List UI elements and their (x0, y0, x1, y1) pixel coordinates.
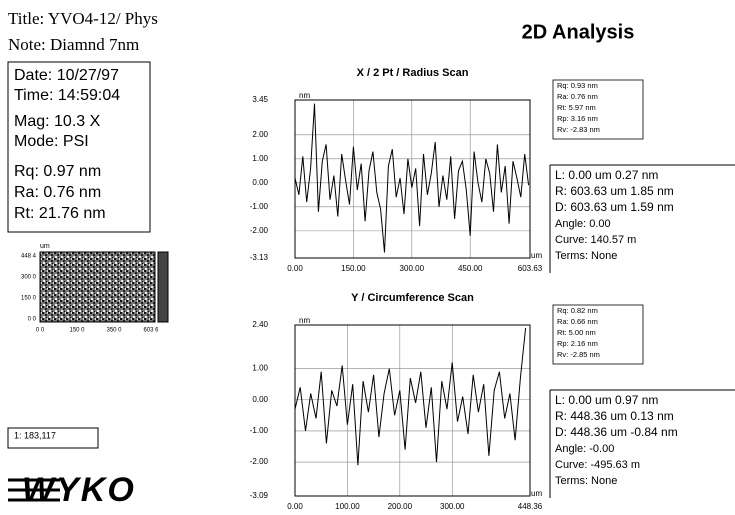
map-x-label: 0 0 (36, 328, 45, 334)
map-y-label: 448 4 (21, 254, 37, 260)
profile-line-text: Curve: 140.57 m (555, 234, 636, 246)
info-line: Rt: 21.76 nm (14, 205, 106, 222)
count-label: 1: 183,117 (14, 430, 56, 440)
stat-line: Ra: 0.76 nm (557, 92, 598, 101)
profile-line-text: Angle: -0.00 (555, 443, 614, 455)
map-x-label: 350 0 (106, 328, 122, 334)
y-tick-label: -2.00 (250, 226, 269, 235)
stat-line: Rq: 0.93 nm (557, 81, 598, 90)
info-line: Date: 10/27/97 (14, 67, 119, 84)
report-title: Title: YVO4-12/ Phys (8, 9, 158, 28)
profile-line-text: D: 603.63 um 1.59 nm (555, 200, 674, 214)
plot-frame (295, 100, 530, 258)
y-tick-label: 0.00 (252, 178, 268, 187)
stat-line: Rp: 2.16 nm (557, 339, 598, 348)
x-tick-label: 0.00 (287, 502, 303, 511)
height-map (40, 252, 155, 322)
y-unit: nm (299, 316, 310, 325)
info-line: Mag: 10.3 X (14, 113, 101, 130)
y-tick-label: -3.09 (250, 491, 269, 500)
logo: WYKO (22, 471, 136, 509)
x-tick-label: 200.00 (388, 502, 413, 511)
report-heading: 2D Analysis (522, 21, 635, 43)
x-tick-label: 603.63 (518, 264, 543, 273)
profile-line-text: Terms: None (555, 475, 617, 487)
map-y-label: 0 0 (28, 317, 37, 323)
x-unit: um (531, 489, 542, 498)
color-bar (158, 252, 168, 322)
profile-line-text: L: 0.00 um 0.97 nm (555, 393, 658, 407)
stat-line: Rv: -2.85 nm (557, 350, 600, 359)
info-line: Ra: 0.76 nm (14, 184, 101, 201)
profile-line-text: Angle: 0.00 (555, 218, 611, 230)
chart-title: X / 2 Pt / Radius Scan (357, 67, 469, 79)
profile-line-text: D: 448.36 um -0.84 nm (555, 425, 678, 439)
map-y-label: 300 0 (21, 275, 37, 281)
chart-title: Y / Circumference Scan (351, 292, 474, 304)
x-tick-label: 0.00 (287, 264, 303, 273)
y-tick-label: 1.00 (252, 154, 268, 163)
map-unit: um (40, 243, 50, 250)
profile-line-text: Curve: -495.63 m (555, 459, 640, 471)
x-unit: um (531, 251, 542, 260)
y-tick-label: 2.40 (252, 320, 268, 329)
profile-line-text: L: 0.00 um 0.27 nm (555, 168, 658, 182)
y-tick-label: -1.00 (250, 202, 269, 211)
y-tick-label: -1.00 (250, 426, 269, 435)
stat-line: Ra: 0.66 nm (557, 317, 598, 326)
x-tick-label: 100.00 (335, 502, 360, 511)
map-x-label: 150 0 (69, 328, 85, 334)
map-x-label: 603 6 (143, 328, 159, 334)
page: Title: YVO4-12/ Phys Note: Diamnd 7nm 2D… (0, 0, 735, 515)
stat-line: Rt: 5.97 nm (557, 103, 596, 112)
info-line: Mode: PSI (14, 133, 89, 150)
y-tick-label: 3.45 (252, 95, 268, 104)
map-y-label: 150 0 (21, 296, 37, 302)
stat-line: Rp: 3.16 nm (557, 114, 598, 123)
y-tick-label: 2.00 (252, 130, 268, 139)
stat-line: Rv: -2.83 nm (557, 125, 600, 134)
x-tick-label: 448.36 (518, 502, 543, 511)
x-tick-label: 150.00 (341, 264, 366, 273)
y-tick-label: 0.00 (252, 395, 268, 404)
x-tick-label: 450.00 (458, 264, 483, 273)
report: Title: YVO4-12/ Phys Note: Diamnd 7nm 2D… (0, 0, 735, 515)
profile-line-text: Terms: None (555, 250, 617, 262)
x-tick-label: 300.00 (400, 264, 425, 273)
x-tick-label: 300.00 (440, 502, 465, 511)
y-unit: nm (299, 91, 310, 100)
y-tick-label: -3.13 (250, 253, 269, 262)
profile-line-text: R: 603.63 um 1.85 nm (555, 184, 674, 198)
plot-frame (295, 325, 530, 496)
y-tick-label: 1.00 (252, 364, 268, 373)
y-tick-label: -2.00 (250, 457, 269, 466)
info-line: Time: 14:59:04 (14, 87, 120, 104)
stat-line: Rt: 5.00 nm (557, 328, 596, 337)
report-note: Note: Diamnd 7nm (8, 35, 139, 54)
stat-line: Rq: 0.82 nm (557, 306, 598, 315)
profile-line-text: R: 448.36 um 0.13 nm (555, 409, 674, 423)
profile-line (295, 328, 526, 465)
info-line: Rq: 0.97 nm (14, 163, 101, 180)
